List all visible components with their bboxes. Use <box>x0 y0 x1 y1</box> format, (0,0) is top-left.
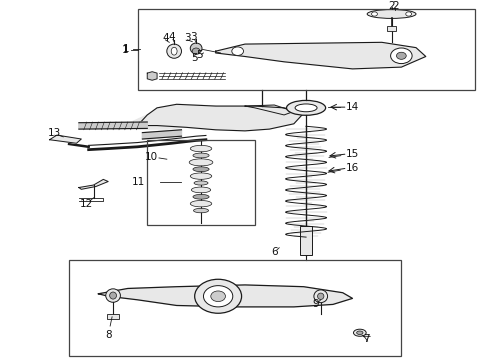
Ellipse shape <box>110 292 117 299</box>
Text: 5: 5 <box>192 53 198 63</box>
Ellipse shape <box>192 48 200 54</box>
Ellipse shape <box>353 329 366 336</box>
Circle shape <box>232 47 244 55</box>
Ellipse shape <box>287 100 326 115</box>
Polygon shape <box>138 104 304 131</box>
Polygon shape <box>147 72 157 80</box>
Ellipse shape <box>194 181 208 185</box>
Text: 1: 1 <box>122 45 128 55</box>
Text: 5: 5 <box>196 50 203 60</box>
Circle shape <box>371 12 377 16</box>
Polygon shape <box>49 135 81 143</box>
Bar <box>300 226 312 255</box>
Text: 13: 13 <box>48 129 61 138</box>
Ellipse shape <box>189 159 213 166</box>
Ellipse shape <box>193 153 209 158</box>
Ellipse shape <box>367 10 416 18</box>
Ellipse shape <box>190 145 212 152</box>
Ellipse shape <box>193 194 209 199</box>
Bar <box>387 26 396 31</box>
Ellipse shape <box>314 290 328 303</box>
Text: 12: 12 <box>79 199 93 209</box>
Text: 15: 15 <box>346 149 359 159</box>
Ellipse shape <box>318 293 324 300</box>
Ellipse shape <box>190 173 212 179</box>
Polygon shape <box>128 104 225 129</box>
Ellipse shape <box>193 167 209 172</box>
Text: 7: 7 <box>363 334 369 344</box>
Polygon shape <box>245 105 294 115</box>
Bar <box>107 314 119 319</box>
Text: 16: 16 <box>346 163 359 173</box>
Circle shape <box>211 291 225 302</box>
Ellipse shape <box>171 47 177 55</box>
Text: 2: 2 <box>392 1 399 11</box>
Text: 4: 4 <box>169 32 175 42</box>
Text: 4: 4 <box>162 33 169 43</box>
Circle shape <box>195 279 242 313</box>
Text: 10: 10 <box>145 152 158 162</box>
Text: 6: 6 <box>271 247 278 257</box>
Ellipse shape <box>192 187 211 193</box>
Text: 3: 3 <box>190 32 196 42</box>
Text: 1: 1 <box>122 44 129 54</box>
Polygon shape <box>143 130 181 139</box>
Ellipse shape <box>106 289 121 302</box>
Polygon shape <box>79 122 147 129</box>
Text: 14: 14 <box>346 102 359 112</box>
Ellipse shape <box>194 208 209 213</box>
Ellipse shape <box>190 201 212 207</box>
Ellipse shape <box>167 44 181 58</box>
Text: 3: 3 <box>184 33 191 43</box>
Text: 8: 8 <box>105 330 112 340</box>
Circle shape <box>406 12 412 16</box>
Circle shape <box>203 285 233 307</box>
Ellipse shape <box>190 43 202 54</box>
Ellipse shape <box>295 104 317 112</box>
Polygon shape <box>79 179 108 189</box>
Polygon shape <box>216 42 426 69</box>
Text: 11: 11 <box>132 176 145 186</box>
Text: 9: 9 <box>313 300 319 309</box>
Circle shape <box>396 52 406 59</box>
Text: 2: 2 <box>388 1 395 11</box>
Circle shape <box>391 48 412 64</box>
Polygon shape <box>98 285 352 307</box>
Ellipse shape <box>357 331 363 334</box>
